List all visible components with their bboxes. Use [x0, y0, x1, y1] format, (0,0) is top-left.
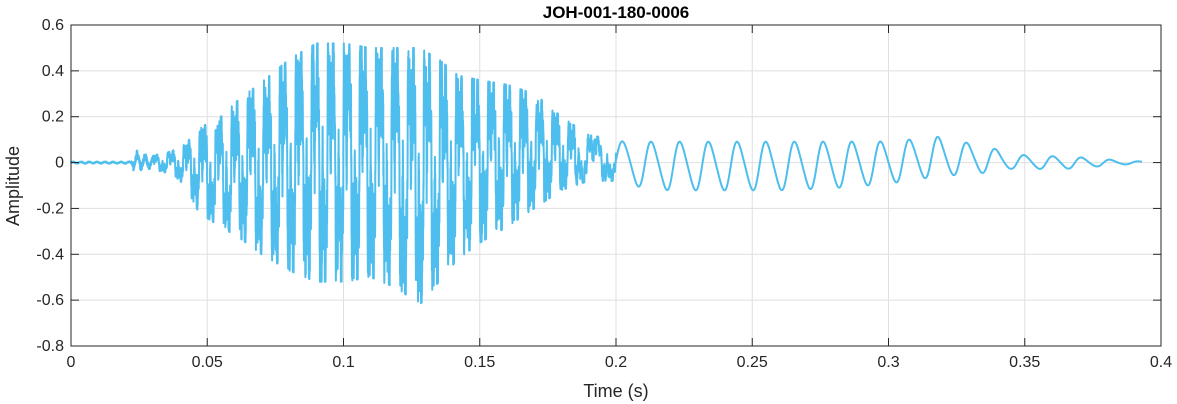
waveform-series [70, 42, 1143, 305]
y-tick-label: 0.4 [42, 63, 64, 80]
chart-title: JOH-001-180-0006 [543, 3, 689, 22]
x-tick-label: 0.2 [605, 354, 627, 371]
x-tick-label: 0 [67, 354, 76, 371]
y-tick-label: -0.8 [36, 338, 64, 355]
x-tick-label: 0.35 [1009, 354, 1040, 371]
waveform-line [70, 42, 1143, 305]
x-tick-label: 0.4 [1150, 354, 1172, 371]
y-tick-label: -0.6 [36, 292, 64, 309]
x-axis-label: Time (s) [583, 381, 648, 401]
x-tick-label: 0.3 [877, 354, 899, 371]
y-tick-label: 0.2 [42, 109, 64, 126]
y-tick-label: 0.6 [42, 17, 64, 34]
x-tick-label: 0.15 [464, 354, 495, 371]
y-tick-label: -0.2 [36, 200, 64, 217]
x-tick-label: 0.05 [192, 354, 223, 371]
x-tick-label: 0.1 [332, 354, 354, 371]
x-tick-label: 0.25 [737, 354, 768, 371]
axis-ticks: 0 0.05 0.1 0.15 0.2 0.25 0.3 0.35 0.4 -0.8 -0.6 -0.… [36, 17, 1172, 371]
y-tick-label: -0.4 [36, 246, 64, 263]
y-tick-label: 0 [55, 155, 64, 172]
y-axis-label: Amplitude [3, 146, 23, 226]
